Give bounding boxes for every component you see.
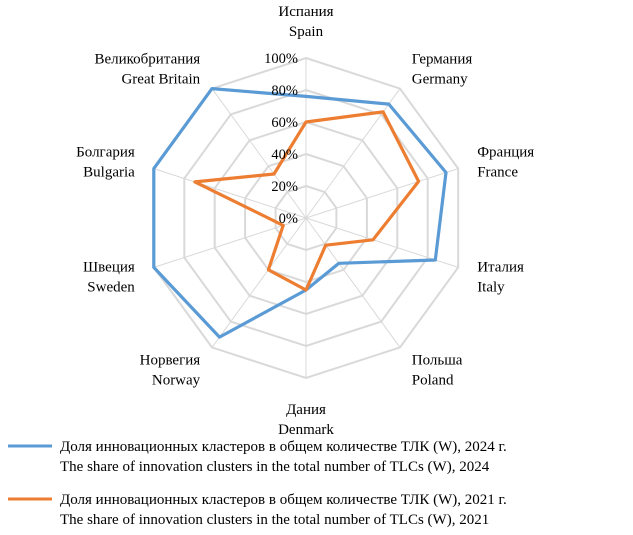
radial-tick-labels: 0% 20% 40% 60% 80% 100% (264, 51, 298, 227)
category-label-ru: Германия (412, 52, 473, 68)
tick-label-40pct: 40% (271, 147, 298, 163)
axis-spoke-norway (211, 217, 307, 348)
axis-spoke-poland (305, 217, 401, 348)
legend-entry-2024: Доля инновационных кластеров в общем кол… (8, 439, 507, 475)
axis-spoke-germany (305, 88, 401, 219)
category-label-great-britain: Великобритания Great Britain (94, 52, 200, 88)
category-label-en: Great Britain (121, 72, 200, 88)
legend-entry-2021: Доля инновационных кластеров в общем кол… (8, 492, 507, 528)
axis-spoke-great-britain (211, 88, 307, 219)
category-label-italy: Италия Italy (477, 260, 524, 296)
category-label-ru: Дания (286, 402, 326, 418)
category-label-ru: Италия (477, 260, 524, 276)
tick-label-80pct: 80% (271, 83, 298, 99)
series-line-2021 (193, 110, 421, 292)
category-label-sweden: Швеция Sweden (83, 260, 135, 296)
tick-label-100pct: 100% (264, 51, 298, 67)
radar-series (152, 86, 448, 339)
series-line-2024 (152, 86, 448, 339)
category-label-en: Norway (152, 373, 201, 389)
category-label-ru: Франция (477, 145, 534, 161)
category-label-denmark: Дания Denmark (278, 402, 334, 438)
category-label-en: Italy (477, 280, 505, 296)
category-label-ru: Польша (412, 353, 463, 369)
legend-label-2024-ru: Доля инновационных кластеров в общем кол… (60, 439, 507, 455)
category-label-spain: Испания Spain (278, 4, 333, 40)
axis-spoke-france (305, 168, 459, 219)
category-label-ru: Болгария (76, 145, 135, 161)
category-label-en: Sweden (87, 280, 135, 296)
category-label-en: France (477, 165, 518, 181)
category-label-en: Germany (412, 72, 468, 88)
category-label-ru: Норвегия (140, 353, 201, 369)
category-label-bulgaria: Болгария Bulgaria (76, 145, 135, 181)
category-label-germany: Германия Germany (412, 52, 473, 88)
legend: Доля инновационных кластеров в общем кол… (8, 439, 507, 528)
category-label-ru: Швеция (83, 260, 135, 276)
category-labels: Испания Spain Германия Germany Франция France… (76, 4, 534, 438)
category-label-en: Spain (289, 24, 324, 40)
tick-label-20pct: 20% (271, 179, 298, 195)
category-label-poland: Польша Poland (412, 353, 463, 389)
tick-label-0pct: 0% (279, 211, 298, 227)
category-label-france: Франция France (477, 145, 534, 181)
legend-label-2021-en: The share of innovation clusters in the … (60, 512, 489, 528)
category-label-en: Denmark (278, 422, 334, 438)
category-label-ru: Великобритания (94, 52, 200, 68)
category-label-norway: Норвегия Norway (140, 353, 201, 389)
category-label-en: Bulgaria (83, 165, 135, 181)
category-label-en: Poland (412, 373, 454, 389)
axis-spoke-bulgaria (153, 168, 307, 219)
radar-axes (153, 58, 459, 378)
tick-label-60pct: 60% (271, 115, 298, 131)
legend-label-2024-en: The share of innovation clusters in the … (60, 459, 490, 475)
legend-label-2021-ru: Доля инновационных кластеров в общем кол… (60, 492, 507, 508)
category-label-ru: Испания (278, 4, 333, 20)
axis-spoke-sweden (153, 217, 307, 268)
